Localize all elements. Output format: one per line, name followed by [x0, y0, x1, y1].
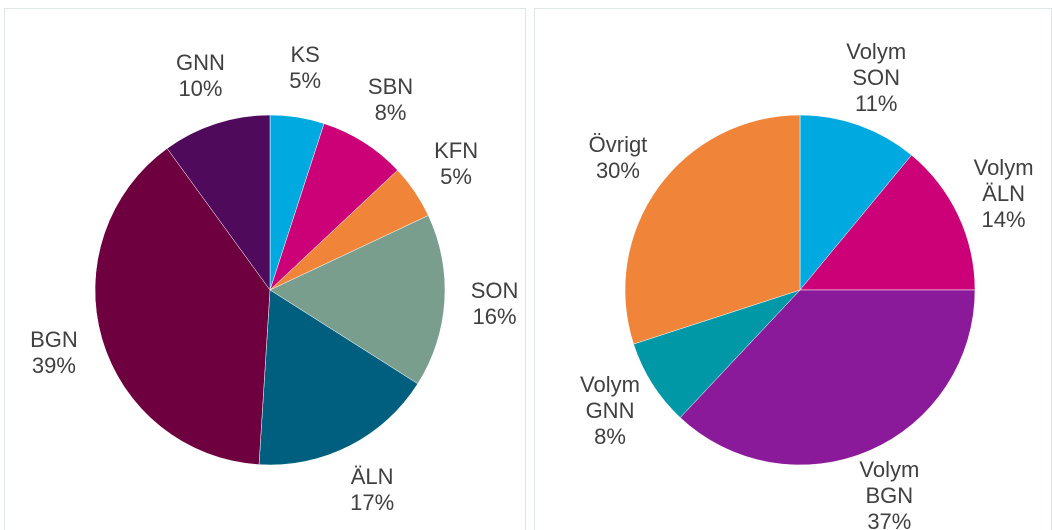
label-value: 8% [374, 100, 407, 126]
slice-label: ÄLN 17% [330, 464, 414, 516]
label-name: Volym SON [846, 39, 907, 91]
slice-label: Volym ÄLN 14% [962, 155, 1046, 233]
pie-slice [269, 215, 446, 385]
label-name: SON [470, 278, 519, 304]
panel [4, 8, 526, 530]
label-value: 16% [472, 304, 517, 330]
label-value: 10% [178, 76, 223, 101]
pie-slice [679, 289, 976, 466]
label-name: SBN [367, 74, 414, 100]
slice-label: Övrigt 30% [576, 132, 660, 184]
label-name: Volym BGN [859, 457, 920, 509]
slice-label: Volym SON 11% [834, 39, 918, 117]
label-name: Volym GNN [580, 371, 640, 423]
label-value: 8% [594, 423, 626, 449]
slice-label: GNN 10% [158, 50, 242, 102]
label-value: 11% [855, 91, 898, 117]
pie-slice [94, 148, 271, 465]
pie-slice [166, 114, 271, 291]
pie-slice [799, 154, 976, 291]
pie-slice [624, 114, 801, 345]
label-name: Volym ÄLN [973, 155, 1034, 207]
slice-label: Volym GNN 8% [568, 372, 652, 450]
slice-label: SON 16% [453, 278, 537, 330]
label-name: ÄLN [350, 464, 394, 490]
label-value: 5% [289, 67, 322, 93]
slice-label: Volym BGN 37% [847, 457, 931, 530]
slice-label: SBN 8% [349, 74, 433, 126]
slice-label: BGN 39% [12, 327, 96, 379]
pie-slice [258, 289, 419, 466]
slice-label: KFN 5% [414, 138, 498, 190]
label-name: GNN [176, 50, 225, 75]
label-value: 30% [595, 157, 640, 183]
label-value: 39% [31, 352, 76, 378]
label-value: 37% [867, 509, 912, 530]
label-name: KFN [434, 137, 479, 163]
label-value: 14% [981, 207, 1026, 233]
label-name: KS [290, 41, 320, 67]
label-name: BGN [30, 326, 78, 352]
pie-slice [799, 114, 912, 291]
label-value: 5% [440, 163, 472, 189]
label-value: 17% [350, 490, 395, 516]
label-name: Övrigt [588, 131, 648, 157]
slice-label: KS 5% [263, 42, 347, 94]
